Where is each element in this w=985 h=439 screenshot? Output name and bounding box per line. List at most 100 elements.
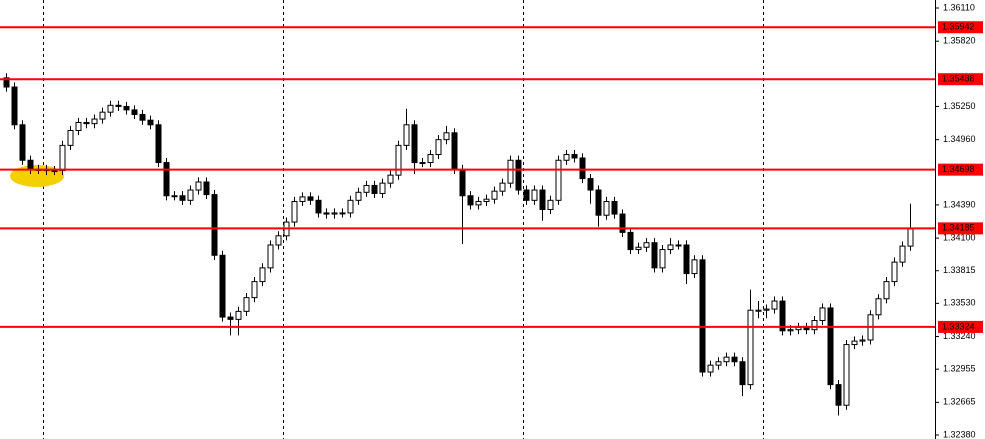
y-tick-label: 1.32955	[943, 364, 976, 374]
candle-body	[267, 244, 274, 269]
candle-body	[91, 118, 98, 125]
candle-body	[707, 364, 714, 373]
candle-body	[747, 309, 754, 386]
candle-body	[11, 86, 18, 126]
candle-body	[603, 200, 610, 216]
candle-body	[555, 159, 562, 201]
candle-body	[83, 121, 90, 125]
y-tick-label: 1.35820	[943, 36, 976, 46]
candle-body	[827, 307, 834, 386]
candle-body	[435, 139, 442, 156]
candle-body	[619, 213, 626, 233]
candle-body	[507, 159, 514, 184]
candle-body	[699, 259, 706, 373]
candle-body	[107, 104, 114, 113]
candle-body	[587, 178, 594, 191]
candle-body	[547, 199, 554, 210]
candle-body	[659, 249, 666, 269]
level-label: 1.33324	[942, 321, 975, 331]
candle-body	[483, 198, 490, 202]
candle-body	[859, 339, 866, 342]
candle-body	[163, 162, 170, 197]
candle-body	[579, 157, 586, 180]
candle-body	[331, 212, 338, 215]
candle-body	[395, 144, 402, 176]
candle-body	[635, 246, 642, 251]
candle-body	[19, 124, 26, 161]
candle-body	[339, 212, 346, 215]
candle-body	[355, 191, 362, 201]
y-tick-label: 1.33240	[943, 331, 976, 341]
candle-body	[299, 196, 306, 202]
candle-body	[819, 307, 826, 322]
candle-body	[179, 195, 186, 201]
level-label: 1.35488	[942, 74, 975, 84]
candle-body	[843, 344, 850, 406]
candle-body	[347, 199, 354, 214]
candle-body	[531, 189, 538, 201]
candle-body	[123, 105, 130, 111]
candle-body	[731, 356, 738, 363]
candle-body	[403, 124, 410, 146]
level-label: 1.34698	[942, 164, 975, 174]
candle-body	[51, 170, 58, 173]
candle-body	[611, 200, 618, 215]
candle-body	[387, 174, 394, 184]
y-tick-label: 1.32380	[943, 429, 976, 439]
candle-body	[899, 245, 906, 263]
candle-body	[475, 200, 482, 206]
level-label: 1.34185	[942, 223, 975, 233]
candle-body	[491, 190, 498, 200]
y-tick-label: 1.34390	[943, 199, 976, 209]
candle-body	[451, 132, 458, 170]
candle-body	[723, 356, 730, 363]
y-tick-label: 1.33530	[943, 298, 976, 308]
y-tick-label: 1.34960	[943, 134, 976, 144]
candle-body	[195, 181, 202, 191]
candle-body	[763, 308, 770, 311]
y-tick-label: 1.32665	[943, 397, 976, 407]
level-label-box	[938, 73, 983, 86]
candle-body	[571, 154, 578, 159]
candle-body	[683, 244, 690, 275]
candle-body	[459, 168, 466, 197]
candle-body	[787, 329, 794, 332]
candle-body	[275, 235, 282, 246]
candle-body	[811, 320, 818, 331]
candle-body	[203, 181, 210, 196]
candle-body	[755, 309, 762, 312]
highlight	[10, 165, 64, 187]
candle-body	[523, 189, 530, 201]
candle-body	[907, 228, 914, 247]
candle-body	[291, 200, 298, 223]
candle-body	[419, 162, 426, 165]
candle-body	[155, 124, 162, 164]
candle-body	[171, 195, 178, 198]
candle-body	[147, 119, 154, 126]
candle-body	[779, 300, 786, 332]
level-label-box	[938, 163, 983, 176]
candle-body	[307, 196, 314, 201]
candle-body	[499, 182, 506, 192]
candle-body	[883, 281, 890, 300]
y-tick-label: 1.33815	[943, 265, 976, 275]
candle-body	[563, 154, 570, 161]
y-tick-label: 1.34100	[943, 232, 976, 242]
candle-body	[715, 361, 722, 366]
candle-body	[379, 182, 386, 194]
candle-body	[411, 124, 418, 164]
candle-body	[539, 189, 546, 210]
candle-body	[59, 144, 66, 172]
candle-body	[67, 129, 74, 146]
y-tick-label: 1.36110	[943, 2, 975, 12]
level-label-box	[938, 222, 983, 235]
period-separators	[43, 0, 764, 439]
candle-body	[371, 184, 378, 194]
candle-body	[227, 316, 234, 320]
candle-body	[3, 77, 10, 88]
candle-body	[771, 300, 778, 310]
candle-body	[219, 254, 226, 318]
candle-body	[875, 298, 882, 316]
